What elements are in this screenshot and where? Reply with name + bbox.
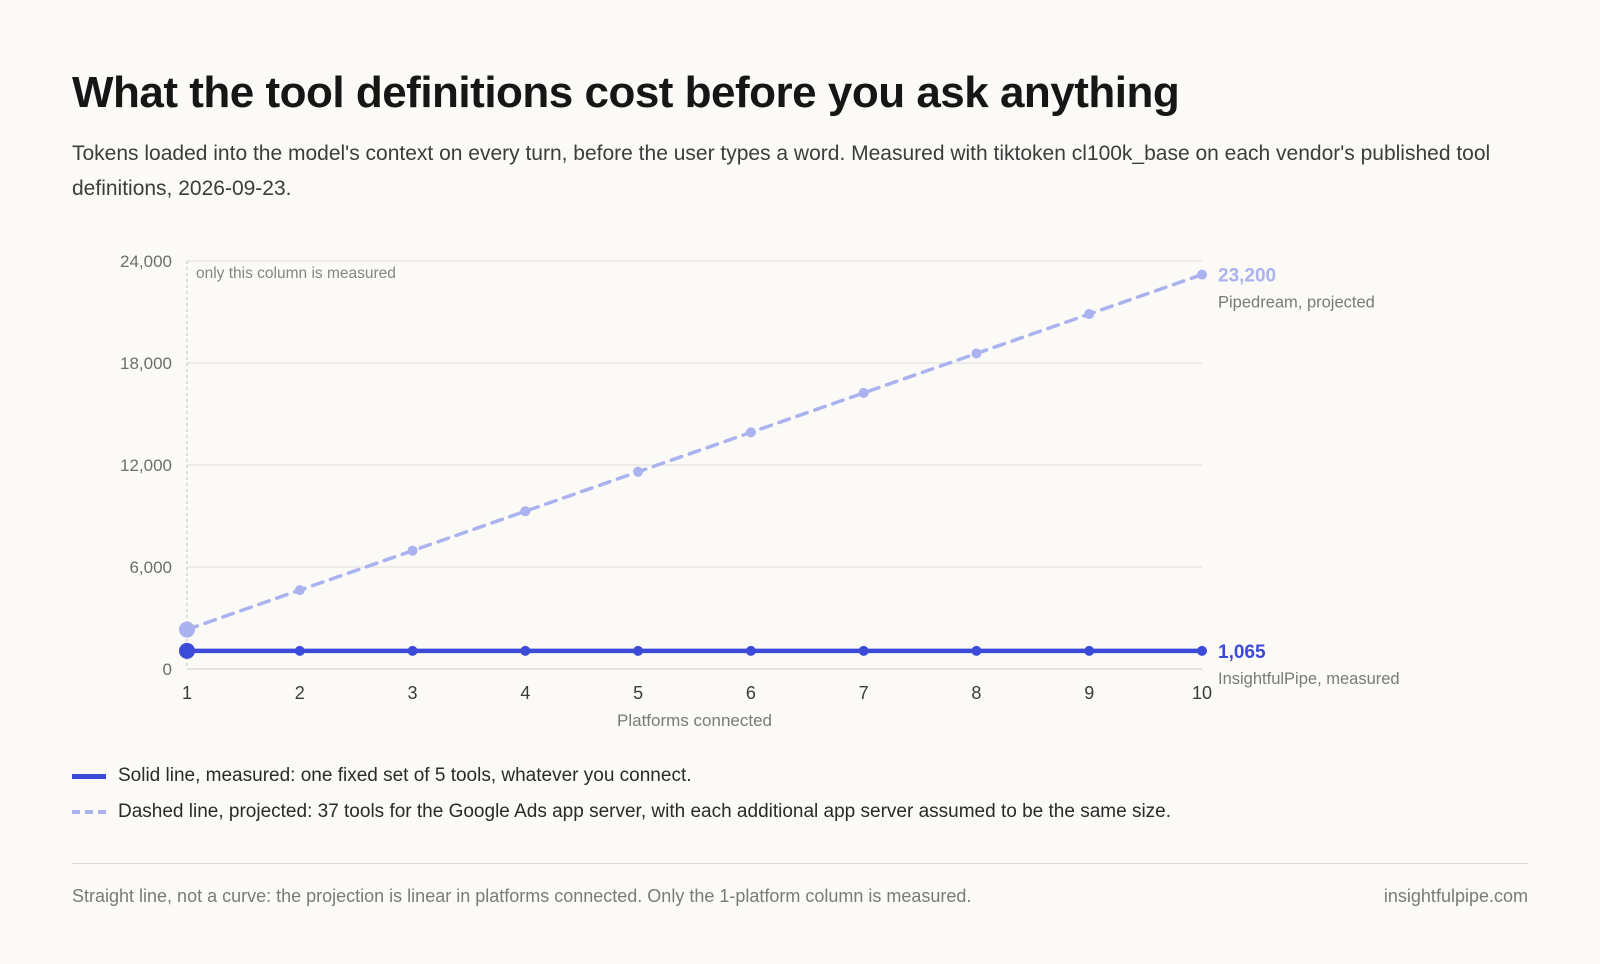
y-tick-label: 24,000	[120, 252, 172, 271]
legend-dashed-text: Dashed line, projected: 37 tools for the…	[118, 801, 1172, 822]
data-point	[1084, 645, 1095, 656]
footer-site-link[interactable]: insightfulpipe.com	[1383, 886, 1528, 906]
series-projected	[179, 269, 1207, 638]
x-axis-label: Platforms connected	[617, 711, 772, 730]
x-tick-label: 10	[1192, 683, 1212, 703]
legend-solid-text: Solid line, measured: one fixed set of 5…	[118, 765, 692, 786]
data-point	[633, 645, 644, 656]
data-point	[971, 348, 982, 359]
x-axis-ticks: 1 2 3 4 5 6 7 8 9 10	[182, 683, 1212, 703]
page-title: What the tool definitions cost before yo…	[72, 68, 1180, 117]
x-tick-label: 3	[408, 683, 418, 703]
footer-note: Straight line, not a curve: the projecti…	[72, 886, 972, 906]
data-point	[745, 645, 756, 656]
data-point	[1197, 269, 1207, 280]
legend-item-dashed: Dashed line, projected: 37 tools for the…	[72, 794, 1171, 830]
x-tick-label: 9	[1084, 683, 1094, 703]
data-point	[179, 642, 195, 659]
y-axis-ticks: 0 6,000 12,000 18,000 24,000	[120, 252, 172, 679]
footer-divider	[72, 863, 1528, 864]
grid-lines	[187, 260, 1202, 670]
x-tick-label: 6	[746, 683, 756, 703]
y-tick-label: 12,000	[120, 456, 172, 475]
data-point	[858, 645, 869, 656]
series-end-value: 23,200	[1218, 266, 1276, 287]
data-point	[407, 545, 418, 556]
series-end-name: Pipedream, projected	[1218, 294, 1375, 312]
series-measured	[179, 642, 1207, 659]
data-point	[179, 621, 195, 638]
data-point	[294, 645, 305, 656]
x-tick-label: 7	[859, 683, 869, 703]
data-point	[858, 387, 869, 398]
page-subtitle: Tokens loaded into the model's context o…	[72, 142, 1491, 200]
legend-item-solid: Solid line, measured: one fixed set of 5…	[72, 758, 1171, 794]
measured-column-annotation: only this column is measured	[196, 265, 396, 282]
x-tick-label: 5	[633, 683, 643, 703]
series-line	[185, 272, 1204, 632]
series-lines	[179, 269, 1207, 659]
data-point	[1197, 645, 1207, 656]
series-end-labels: 23,200 Pipedream, projected 1,065 Insightfu…	[1218, 266, 1400, 688]
solid-line-swatch-icon	[72, 773, 106, 779]
line-chart: only this column is measured 0 6,000 12,00…	[120, 252, 1400, 730]
series-end-value: 1,065	[1218, 642, 1266, 663]
data-point	[520, 506, 531, 517]
y-tick-label: 6,000	[129, 558, 172, 577]
data-point	[971, 645, 982, 656]
data-point	[520, 645, 531, 656]
dashed-line-swatch-icon	[72, 810, 106, 814]
x-tick-label: 1	[182, 683, 192, 703]
series-end-name: InsightfulPipe, measured	[1218, 670, 1400, 688]
data-point	[745, 427, 756, 438]
legend: Solid line, measured: one fixed set of 5…	[72, 758, 1171, 830]
x-tick-label: 4	[520, 683, 530, 703]
data-point	[294, 585, 305, 596]
data-point	[633, 466, 644, 477]
y-tick-label: 0	[163, 660, 172, 679]
y-tick-label: 18,000	[120, 354, 172, 373]
x-tick-label: 2	[295, 683, 305, 703]
x-tick-label: 8	[971, 683, 981, 703]
data-point	[1084, 309, 1095, 320]
data-point	[407, 645, 418, 656]
